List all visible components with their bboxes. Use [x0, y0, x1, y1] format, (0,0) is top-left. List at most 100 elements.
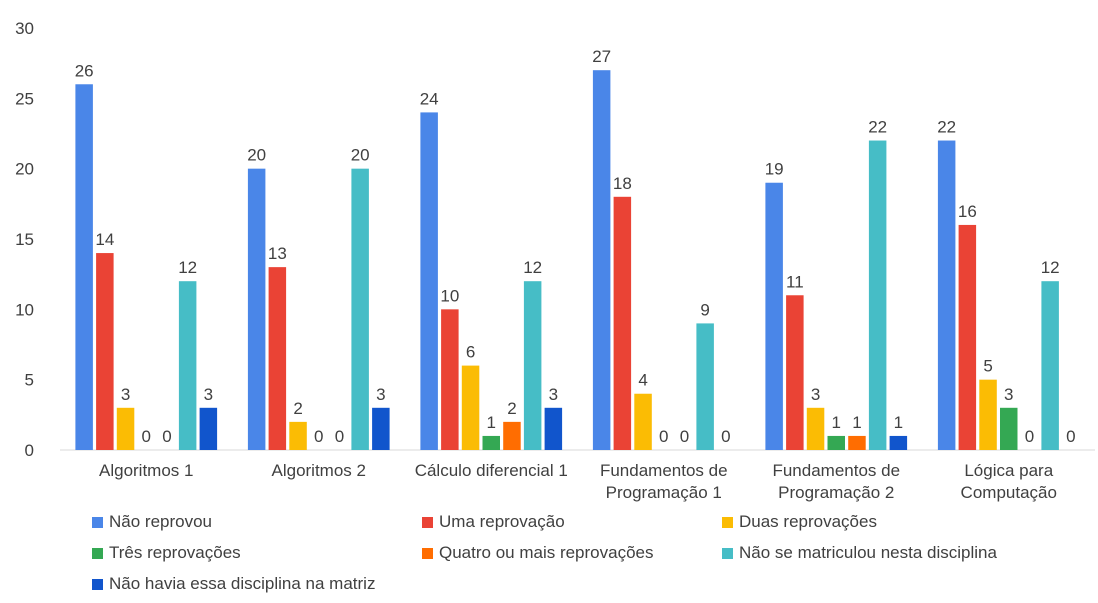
data-label: 4	[638, 371, 647, 390]
legend-item: Três reprovações	[92, 543, 241, 563]
bar	[958, 224, 977, 450]
bar	[979, 379, 997, 450]
data-label: 16	[958, 202, 977, 221]
x-tick-label: Lógica para	[964, 461, 1053, 480]
legend-swatch	[92, 578, 103, 590]
data-label: 1	[852, 413, 861, 432]
y-tick-label: 0	[25, 441, 34, 460]
bar	[592, 70, 611, 450]
legend-label: Quatro ou mais reprovações	[439, 543, 654, 562]
legend-swatch	[92, 516, 103, 528]
data-label: 20	[247, 146, 266, 165]
bar	[482, 435, 500, 450]
bar	[1000, 407, 1018, 450]
bar	[178, 281, 197, 450]
bar	[848, 435, 866, 450]
data-label: 9	[700, 300, 709, 319]
legend-swatch	[422, 547, 433, 559]
bar	[868, 140, 887, 451]
bar	[461, 365, 480, 450]
x-tick-label: Cálculo diferencial 1	[415, 461, 568, 480]
data-label: 18	[613, 174, 632, 193]
data-label: 1	[894, 413, 903, 432]
data-label: 5	[983, 357, 992, 376]
bar	[247, 168, 266, 450]
bar	[1041, 281, 1059, 450]
x-tick-label: Programação 1	[606, 483, 722, 502]
data-label: 0	[680, 427, 689, 446]
legend-swatch	[722, 547, 733, 559]
x-tick-label: Fundamentos de	[772, 461, 900, 480]
y-tick-label: 25	[15, 89, 34, 108]
legend-label: Uma reprovação	[439, 512, 565, 531]
y-axis: 0 5 10 15 20 25 30	[15, 19, 34, 460]
bar	[372, 407, 390, 450]
bar	[289, 421, 307, 450]
data-label: 12	[1041, 258, 1060, 277]
legend-label: Três reprovações	[109, 543, 241, 562]
y-tick-label: 15	[15, 230, 34, 249]
bar	[199, 407, 218, 450]
y-tick-label: 20	[15, 160, 34, 179]
bar	[268, 267, 287, 450]
data-label: 3	[204, 385, 213, 404]
data-label: 0	[314, 427, 323, 446]
data-label: 13	[268, 244, 287, 263]
data-label: 10	[440, 286, 459, 305]
bar	[889, 435, 908, 450]
data-label: 24	[420, 89, 439, 108]
data-label: 22	[937, 118, 956, 137]
data-label: 12	[523, 258, 542, 277]
data-label: 14	[95, 230, 114, 249]
bar	[786, 295, 804, 450]
data-label: 11	[786, 272, 804, 291]
data-label: 1	[487, 413, 496, 432]
legend-label: Não havia essa disciplina na matriz	[109, 574, 376, 593]
data-label: 12	[178, 258, 197, 277]
y-tick-label: 10	[15, 300, 34, 319]
bar	[116, 407, 135, 450]
data-label: 6	[466, 343, 475, 362]
legend-label: Duas reprovações	[739, 512, 877, 531]
data-label: 0	[162, 427, 171, 446]
y-tick-label: 5	[25, 371, 34, 390]
legend-item: Não reprovou	[92, 512, 212, 532]
data-label: 0	[335, 427, 344, 446]
bar	[634, 393, 652, 450]
legend-swatch	[92, 547, 103, 559]
data-label: 3	[376, 385, 385, 404]
legend-swatch	[722, 516, 733, 528]
data-label: 26	[75, 61, 94, 80]
data-label: 1	[832, 413, 841, 432]
x-tick-label: Fundamentos de	[600, 461, 728, 480]
legend-item: Quatro ou mais reprovações	[422, 543, 654, 563]
data-label: 0	[1025, 427, 1034, 446]
data-label: 19	[765, 160, 784, 179]
data-label: 0	[142, 427, 151, 446]
x-axis: Algoritmos 1 Algoritmos 2 Cálculo diferenc…	[99, 461, 1057, 502]
bar	[420, 112, 438, 451]
bar	[827, 435, 845, 450]
bar	[696, 323, 714, 450]
bar	[96, 253, 114, 450]
x-tick-label: Programação 2	[778, 483, 894, 502]
legend-item: Não se matriculou nesta disciplina	[722, 543, 997, 563]
data-label: 2	[293, 399, 302, 418]
data-label: 27	[592, 47, 611, 66]
data-label: 3	[811, 385, 820, 404]
data-label: 0	[1066, 427, 1075, 446]
data-label: 20	[351, 146, 370, 165]
legend-label: Não se matriculou nesta disciplina	[739, 543, 997, 562]
y-tick-label: 30	[15, 19, 34, 38]
legend-swatch	[422, 516, 433, 528]
legend-item: Duas reprovações	[722, 512, 877, 532]
data-label: 0	[659, 427, 668, 446]
legend-item: Uma reprovação	[422, 512, 565, 532]
x-tick-label: Algoritmos 2	[272, 461, 366, 480]
data-label: 2	[507, 399, 516, 418]
x-tick-label: Algoritmos 1	[99, 461, 193, 480]
bar	[806, 407, 825, 450]
bar	[544, 407, 563, 450]
